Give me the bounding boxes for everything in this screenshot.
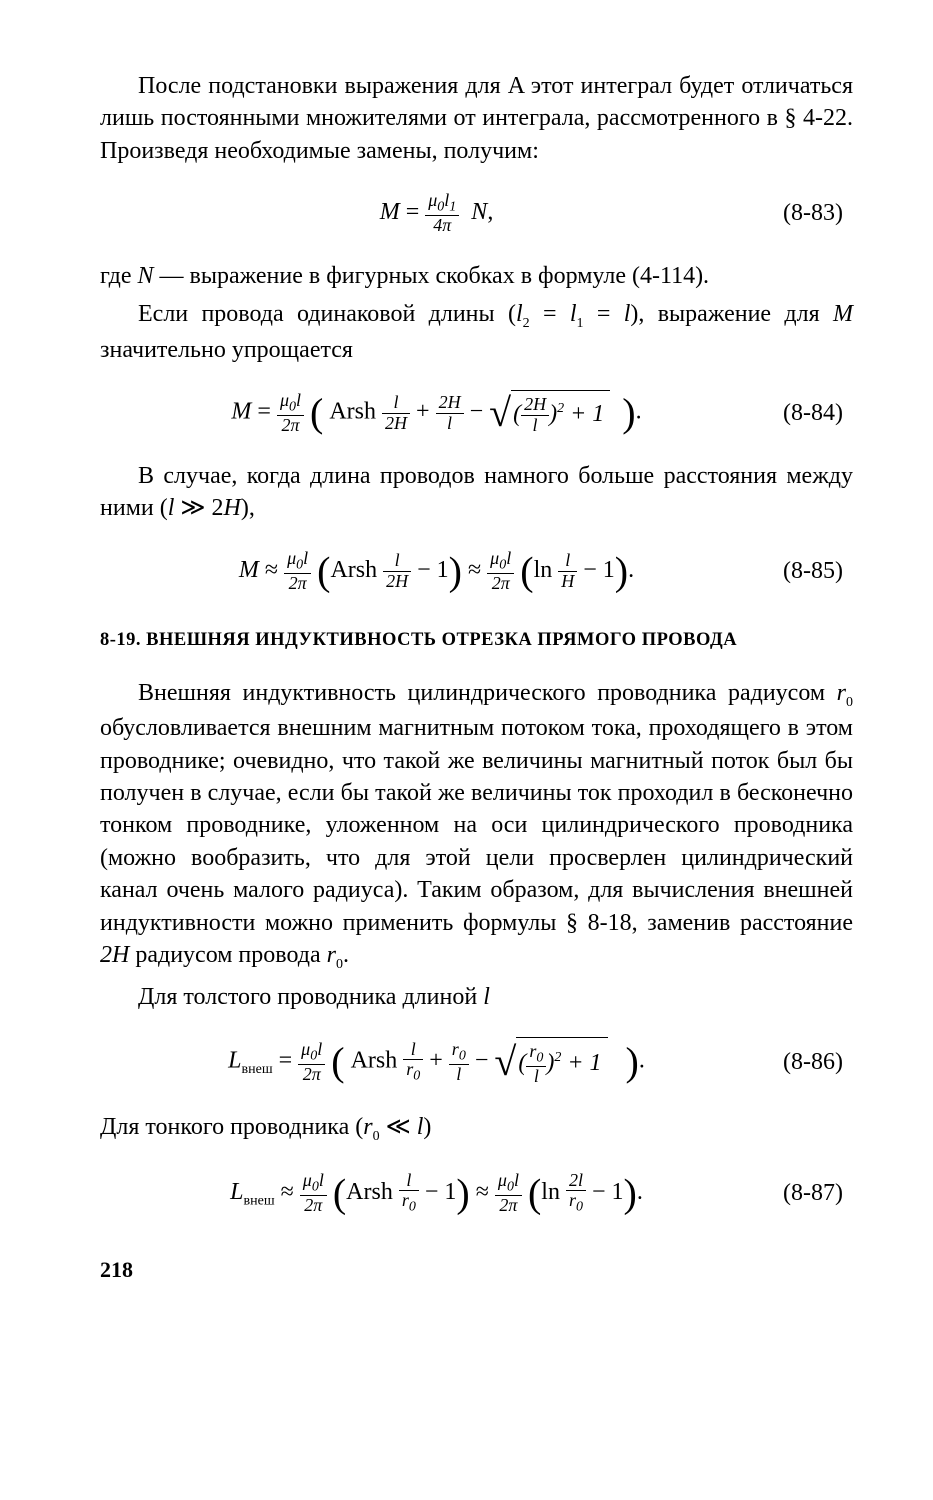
- equation-8-85: M ≈ μ0l2π (Arsh l2H − 1) ≈ μ0l2π (ln lH …: [100, 549, 853, 594]
- var: 2H: [100, 942, 129, 968]
- text: Для тонкого проводника (: [100, 1114, 363, 1140]
- paragraph-long-wires: В случае, когда длина проводов намного б…: [100, 460, 853, 525]
- sub: 2: [523, 316, 530, 331]
- paragraph-equal-length: Если провода одинаковой длины (l2 = l1 =…: [100, 298, 853, 366]
- equation-8-87: Lвнеш ≈ μ0l2π (Arsh lr0 − 1) ≈ μ0l2π (ln…: [100, 1171, 853, 1216]
- var-M: M: [833, 301, 853, 327]
- text: .: [343, 942, 349, 968]
- equation-number: (8-83): [783, 197, 843, 229]
- equation-8-83: M = μ0l14π N, (8-83): [100, 191, 853, 236]
- equation-content: M ≈ μ0l2π (Arsh l2H − 1) ≈ μ0l2π (ln lH …: [110, 549, 763, 594]
- equation-number: (8-85): [783, 555, 843, 587]
- sub: 1: [577, 316, 584, 331]
- equation-8-84: M = μ0l2π ( Arsh l2H + 2Hl − √(2Hl)2 + 1…: [100, 390, 853, 436]
- equation-content: M = μ0l14π N,: [110, 191, 763, 236]
- var: H: [224, 495, 241, 521]
- paragraph-thin-conductor: Для тонкого проводника (r0 ≪ l): [100, 1111, 853, 1147]
- equation-content: Lвнеш = μ0l2π ( Arsh lr0 + r0l − √(r0l)2…: [110, 1037, 763, 1087]
- text: радиусом провода: [129, 942, 326, 968]
- text: Внешняя индуктивность цилиндрического пр…: [138, 680, 837, 706]
- paragraph-thick-conductor: Для толстого проводника длиной l: [100, 981, 853, 1013]
- var: r: [327, 942, 336, 968]
- equation-number: (8-86): [783, 1046, 843, 1078]
- text: =: [530, 301, 570, 327]
- var: r: [837, 680, 846, 706]
- paragraph-intro: После подстановки выражения для A этот и…: [100, 70, 853, 167]
- paragraph-where-N: где N — выражение в фигурных скобках в ф…: [100, 260, 853, 292]
- sub: 0: [336, 957, 343, 972]
- page-number: 218: [100, 1255, 853, 1285]
- sub: 0: [373, 1129, 380, 1144]
- equation-8-86: Lвнеш = μ0l2π ( Arsh lr0 + r0l − √(r0l)2…: [100, 1037, 853, 1087]
- text: обусловливается внешним магнитным потоко…: [100, 715, 853, 935]
- var: l: [570, 301, 577, 327]
- text: ),: [241, 495, 255, 521]
- text: ≫ 2: [174, 495, 223, 521]
- text: значительно упрощается: [100, 337, 353, 363]
- equation-number: (8-84): [783, 397, 843, 429]
- equation-number: (8-87): [783, 1177, 843, 1209]
- text: Для толстого проводника длиной: [138, 984, 483, 1010]
- text: ): [423, 1114, 431, 1140]
- equation-content: Lвнеш ≈ μ0l2π (Arsh lr0 − 1) ≈ μ0l2π (ln…: [110, 1171, 763, 1216]
- text: После подстановки выражения для A этот и…: [100, 73, 853, 164]
- text: Если провода одинаковой длины (: [138, 301, 516, 327]
- equation-content: M = μ0l2π ( Arsh l2H + 2Hl − √(2Hl)2 + 1…: [110, 390, 763, 436]
- text: ), выражение для: [630, 301, 833, 327]
- text: — выражение в фигурных скобках в формуле…: [154, 263, 710, 289]
- paragraph-external-inductance: Внешняя индуктивность цилиндрического пр…: [100, 677, 853, 975]
- var: l: [516, 301, 523, 327]
- sub: 0: [846, 694, 853, 709]
- var-N: N: [138, 263, 154, 289]
- text: ≪: [380, 1114, 417, 1140]
- text: =: [584, 301, 624, 327]
- var: l: [483, 984, 490, 1010]
- var: r: [363, 1114, 372, 1140]
- section-heading: 8-19. ВНЕШНЯЯ ИНДУКТИВНОСТЬ ОТРЕЗКА ПРЯМ…: [100, 628, 853, 653]
- text: где: [100, 263, 138, 289]
